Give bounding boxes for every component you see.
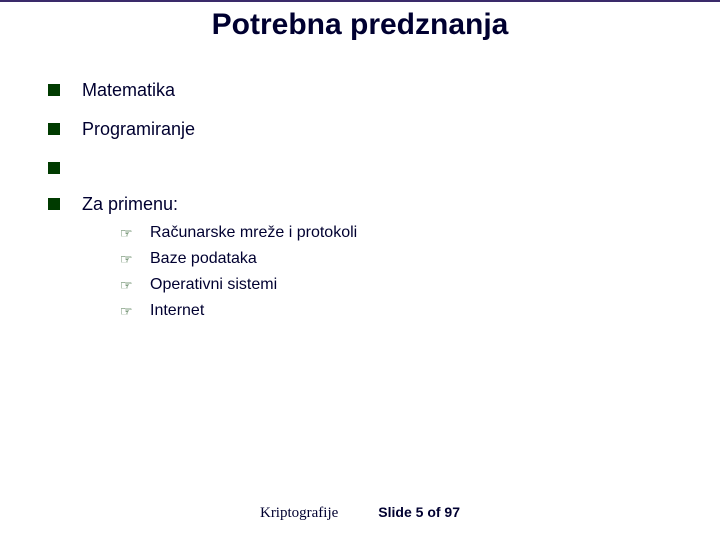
bullet-text: Matematika <box>82 80 175 101</box>
bullet-text: Programiranje <box>82 119 195 140</box>
pointer-icon: ☞ <box>120 275 136 295</box>
bullet-item: Za primenu: <box>48 194 690 215</box>
slide-counter: Slide 5 of 97 <box>378 504 460 520</box>
sub-text: Operativni sistemi <box>150 275 277 295</box>
sub-item: ☞ Internet <box>120 301 690 321</box>
sub-item: ☞ Računarske mreže i protokoli <box>120 223 690 243</box>
bullet-item: Programiranje <box>48 119 690 140</box>
square-bullet-icon <box>48 123 60 135</box>
sub-item: ☞ Baze podataka <box>120 249 690 269</box>
sub-text: Računarske mreže i protokoli <box>150 223 357 243</box>
pointer-icon: ☞ <box>120 301 136 321</box>
pointer-icon: ☞ <box>120 249 136 269</box>
sub-item: ☞ Operativni sistemi <box>120 275 690 295</box>
bullet-item: Matematika <box>48 80 690 101</box>
sub-text: Baze podataka <box>150 249 257 269</box>
top-rule <box>0 0 720 2</box>
square-bullet-icon <box>48 198 60 210</box>
content-area: Matematika Programiranje Za primenu: ☞ R… <box>48 80 690 327</box>
pointer-icon: ☞ <box>120 223 136 243</box>
footer-topic: Kriptografije <box>260 505 338 522</box>
sub-text: Internet <box>150 301 204 321</box>
bullet-item <box>48 158 690 176</box>
footer: Kriptografije Slide 5 of 97 <box>0 504 720 522</box>
bullet-text: Za primenu: <box>82 194 178 215</box>
slide-title: Potrebna predznanja <box>0 8 720 42</box>
square-bullet-icon <box>48 84 60 96</box>
square-bullet-icon <box>48 162 60 174</box>
sub-list: ☞ Računarske mreže i protokoli ☞ Baze po… <box>120 223 690 321</box>
